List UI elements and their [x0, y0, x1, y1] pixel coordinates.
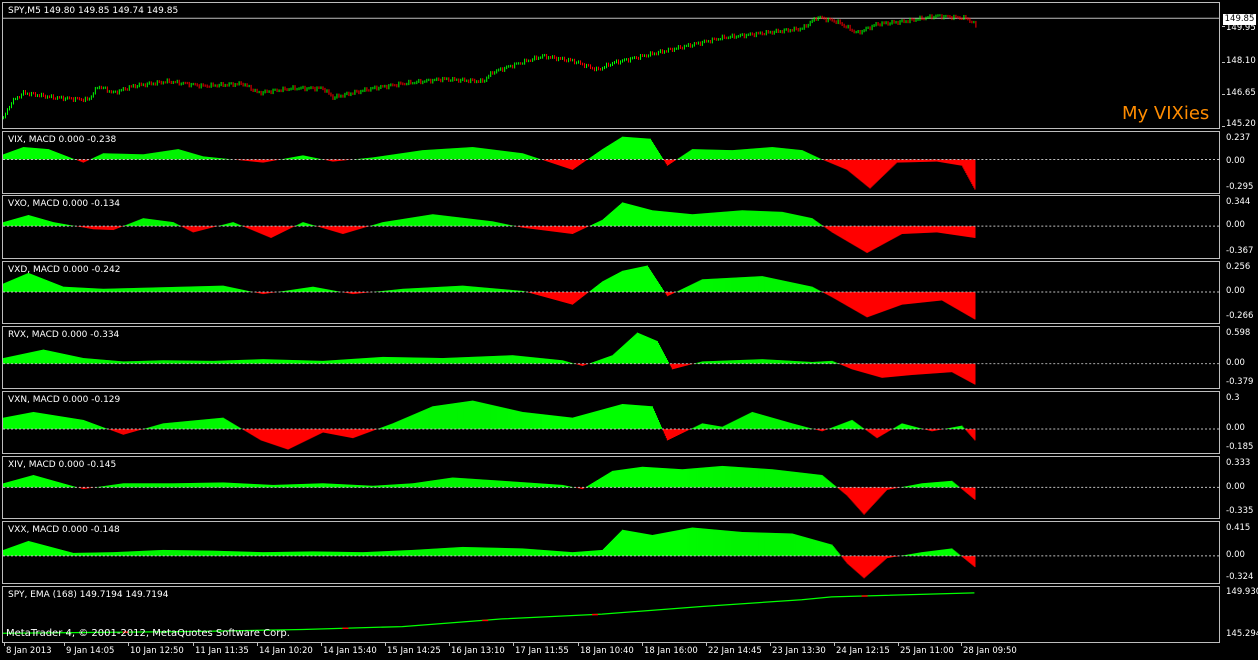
- current-price-tag: 149.85: [1223, 14, 1256, 25]
- indicator-title: RVX, MACD 0.000 -0.334: [8, 330, 120, 340]
- indicator-title: VIX, MACD 0.000 -0.238: [8, 135, 117, 145]
- indicator-scale: 0.344 0.00 -0.367: [1222, 195, 1258, 259]
- vxd-macd-histogram: [3, 265, 1219, 320]
- price-scale-label: 148.10: [1226, 56, 1256, 66]
- indicator-title: VXD, MACD 0.000 -0.242: [8, 265, 121, 275]
- price-scale-label: 149.95: [1226, 23, 1256, 33]
- scale-label: 0.256: [1226, 262, 1251, 272]
- price-chart-title: SPY,M5 149.80 149.85 149.74 149.85: [8, 6, 179, 16]
- scale-label: -0.266: [1226, 311, 1254, 321]
- indicator-pane-vxn[interactable]: VXN, MACD 0.000 -0.129: [2, 391, 1220, 454]
- indicator-scale: 0.237 0.00 -0.295: [1222, 131, 1258, 194]
- indicator-scale: 0.598 0.00 -0.379: [1222, 326, 1258, 389]
- indicator-pane-rvx[interactable]: RVX, MACD 0.000 -0.334: [2, 326, 1220, 389]
- price-chart-pane[interactable]: SPY,M5 149.80 149.85 149.74 149.85: [2, 2, 1220, 129]
- price-chart: [3, 14, 1219, 120]
- scale-label: -0.379: [1226, 377, 1254, 387]
- scale-label: 0.00: [1226, 156, 1245, 166]
- vxo-macd-histogram: [3, 202, 1219, 253]
- indicator-title: VXO, MACD 0.000 -0.134: [8, 199, 121, 209]
- scale-label: 0.00: [1226, 220, 1245, 230]
- vix-macd-histogram: [3, 136, 1219, 190]
- scale-label: 0.00: [1226, 358, 1245, 368]
- scale-label: 0.344: [1226, 197, 1251, 207]
- indicator-scale: 0.256 0.00 -0.266: [1222, 261, 1258, 324]
- price-scale-label: 145.20: [1226, 119, 1256, 129]
- indicator-pane-vxo[interactable]: VXO, MACD 0.000 -0.134: [2, 195, 1220, 259]
- price-scale-label: 146.65: [1226, 88, 1256, 98]
- scale-label: 0.598: [1226, 328, 1251, 338]
- scale-label: 0.00: [1226, 286, 1245, 296]
- price-scale: 149.95 148.10 146.65 145.20: [1222, 2, 1258, 129]
- rvx-macd-histogram: [3, 332, 1219, 385]
- indicator-pane-vix[interactable]: VIX, MACD 0.000 -0.238: [2, 131, 1220, 194]
- indicator-pane-vxd[interactable]: VXD, MACD 0.000 -0.242: [2, 261, 1220, 324]
- scale-label: -0.367: [1226, 246, 1254, 256]
- scale-label: 0.237: [1226, 133, 1251, 143]
- vxn-macd-histogram: [3, 400, 1219, 450]
- scale-label: -0.295: [1226, 182, 1254, 192]
- brand-label: My VIXies: [1122, 103, 1210, 124]
